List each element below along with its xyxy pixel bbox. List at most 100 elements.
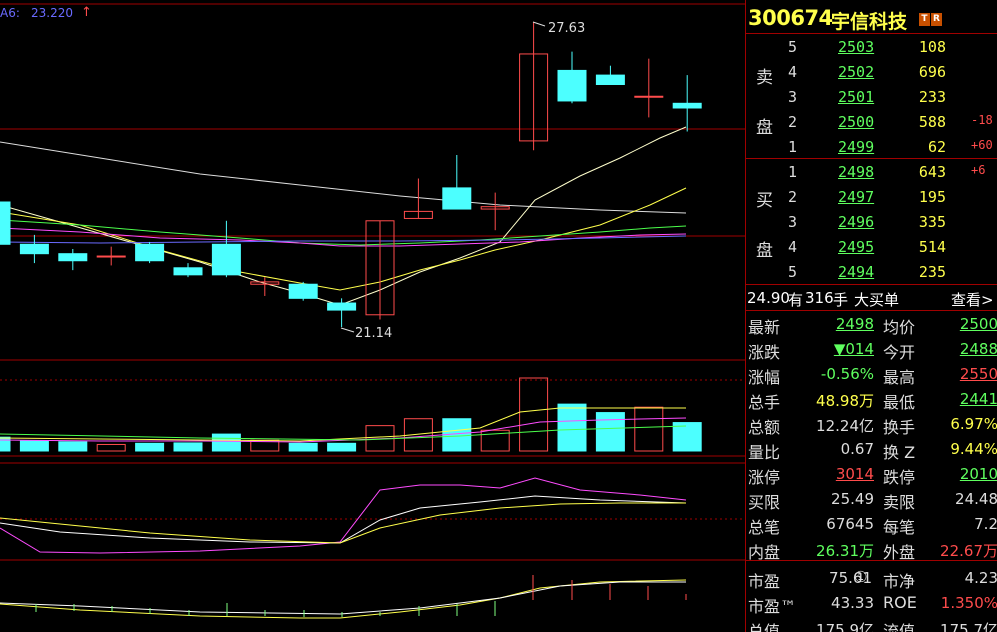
candle-body bbox=[135, 243, 165, 262]
bids-row-2[interactable]: 2 2497 195 bbox=[746, 188, 997, 213]
stat-row: 涨跌 ▼014 今开 2488 bbox=[746, 337, 997, 362]
volume-bar bbox=[519, 377, 549, 452]
price[interactable]: 2495 bbox=[838, 238, 875, 256]
big-buy-text: 大买单 bbox=[854, 291, 900, 309]
indicator-yellow bbox=[0, 502, 686, 544]
asks-row-5[interactable]: 5 2503 108 bbox=[746, 38, 997, 63]
kline-chart[interactable]: A6: 23.220 ↑ 27.63 21.14 bbox=[0, 0, 745, 632]
view-link[interactable]: 查看> bbox=[951, 291, 994, 309]
t-badge-icon[interactable]: T bbox=[919, 13, 930, 26]
candlesticks bbox=[0, 22, 702, 327]
stat-row: 市盈 75.61 ① 市净 4.23 bbox=[746, 566, 997, 591]
stat-value: 175.9亿 bbox=[816, 621, 874, 632]
stat-label: 今开 bbox=[883, 343, 916, 362]
stat-label: 流值 bbox=[883, 622, 916, 632]
stat-label: 买限 bbox=[748, 493, 781, 512]
indicator-magenta bbox=[0, 477, 687, 554]
bids-row-5[interactable]: 5 2494 235 bbox=[746, 263, 997, 288]
asks-row-4[interactable]: 4 2502 696 bbox=[746, 63, 997, 88]
stat-row: 总额 12.24亿 换手 6.97% bbox=[746, 412, 997, 437]
ma30-line bbox=[0, 235, 687, 244]
bids-row-4[interactable]: 4 2495 514 bbox=[746, 238, 997, 263]
price[interactable]: 2503 bbox=[838, 38, 875, 56]
info-circle-icon[interactable]: ① bbox=[854, 568, 868, 586]
stat-label: 均价 bbox=[883, 318, 916, 337]
r-badge-icon[interactable]: R bbox=[931, 13, 942, 26]
price[interactable]: 2500 bbox=[838, 113, 875, 131]
asks-row-3[interactable]: 3 2501 233 bbox=[746, 88, 997, 113]
candle-body bbox=[0, 201, 11, 245]
price[interactable]: 2498 bbox=[838, 163, 875, 181]
stat-value: ▼014 bbox=[833, 340, 874, 358]
level: 5 bbox=[788, 38, 798, 56]
vol-ma-green bbox=[0, 425, 687, 441]
volume: 643 bbox=[918, 163, 946, 181]
price[interactable]: 2494 bbox=[838, 263, 875, 281]
price[interactable]: 2499 bbox=[838, 138, 875, 156]
buy-label-bottom: 盘 bbox=[756, 241, 773, 261]
moving-average-lines bbox=[0, 126, 687, 306]
stat-label: 换手 bbox=[883, 418, 916, 437]
divider bbox=[746, 310, 997, 311]
bids-row-3[interactable]: 3 2496 335 bbox=[746, 213, 997, 238]
stat-value: 0.67 bbox=[840, 440, 874, 458]
stat-label: 涨幅 bbox=[748, 368, 781, 387]
stat-value: 1.350% bbox=[940, 594, 997, 612]
stock-name[interactable]: 宇信科技 bbox=[831, 11, 908, 33]
candle-body bbox=[19, 243, 49, 255]
divider bbox=[746, 560, 997, 561]
stat-value: 24.48 bbox=[955, 490, 997, 508]
ma10-line bbox=[0, 187, 687, 291]
stat-label: 量比 bbox=[748, 443, 781, 462]
stat-row: 买限 25.49 卖限 24.48 bbox=[746, 487, 997, 512]
indicator-white bbox=[0, 495, 687, 544]
candle-body bbox=[365, 220, 395, 316]
stat-value: 25.49 bbox=[831, 490, 874, 508]
stat-value: 67645 bbox=[826, 515, 874, 533]
volume-bar bbox=[135, 442, 165, 452]
price[interactable]: 2502 bbox=[838, 63, 875, 81]
stat-label: 总额 bbox=[748, 418, 781, 437]
stat-value: 2488 bbox=[959, 340, 997, 358]
asks-row-1[interactable]: 1 2499 62 +60 bbox=[746, 138, 997, 163]
asks-row-2[interactable]: 2 2500 588 -18 bbox=[746, 113, 997, 138]
volume-bar bbox=[288, 442, 318, 452]
stat-label: 市盈 bbox=[748, 572, 781, 591]
stat-label: 最新 bbox=[748, 318, 781, 337]
indicator-lines bbox=[0, 477, 687, 619]
big-buy-order[interactable]: 24.90 有 316 手 大买单 查看> bbox=[746, 286, 997, 310]
stat-row: 涨幅 -0.56% 最高 2550 bbox=[746, 362, 997, 387]
macd-white bbox=[0, 581, 686, 615]
candle-body bbox=[634, 95, 664, 98]
change: +6 bbox=[971, 163, 986, 177]
volume: 335 bbox=[918, 213, 946, 231]
stat-label: 最高 bbox=[883, 368, 916, 387]
volume-bar bbox=[0, 436, 11, 452]
price[interactable]: 2501 bbox=[838, 88, 875, 106]
change: -18 bbox=[971, 113, 993, 127]
candle-body bbox=[173, 267, 203, 276]
up-arrow-icon: ↑ bbox=[81, 5, 92, 20]
stat-value: 43.33 bbox=[831, 594, 874, 612]
level: 4 bbox=[788, 63, 798, 81]
candle-body bbox=[480, 206, 510, 210]
chart-grid bbox=[0, 3, 745, 561]
price[interactable]: 2497 bbox=[838, 188, 875, 206]
stat-label: 外盘 bbox=[883, 543, 916, 562]
stat-label: 跌停 bbox=[883, 468, 916, 487]
stat-value: -0.56% bbox=[820, 365, 874, 383]
stat-row: 总笔 67645 每笔 7.2 bbox=[746, 512, 997, 537]
big-buy-shou: 手 bbox=[833, 291, 849, 309]
stat-value: 175.7亿 bbox=[940, 621, 997, 632]
stat-value: 6.97% bbox=[950, 415, 997, 433]
stat-value: 3014 bbox=[835, 465, 874, 483]
stock-code[interactable]: 300674 bbox=[748, 6, 833, 30]
candle-body bbox=[403, 210, 433, 219]
stat-label: 总笔 bbox=[748, 518, 781, 537]
volume-bar bbox=[19, 440, 49, 452]
price[interactable]: 2496 bbox=[838, 213, 875, 231]
bids-row-1[interactable]: 1 2498 643 +6 bbox=[746, 163, 997, 188]
volume-bar bbox=[672, 422, 702, 452]
stat-label: 市盈™ bbox=[748, 597, 797, 616]
stat-value: 2010 bbox=[959, 465, 997, 483]
